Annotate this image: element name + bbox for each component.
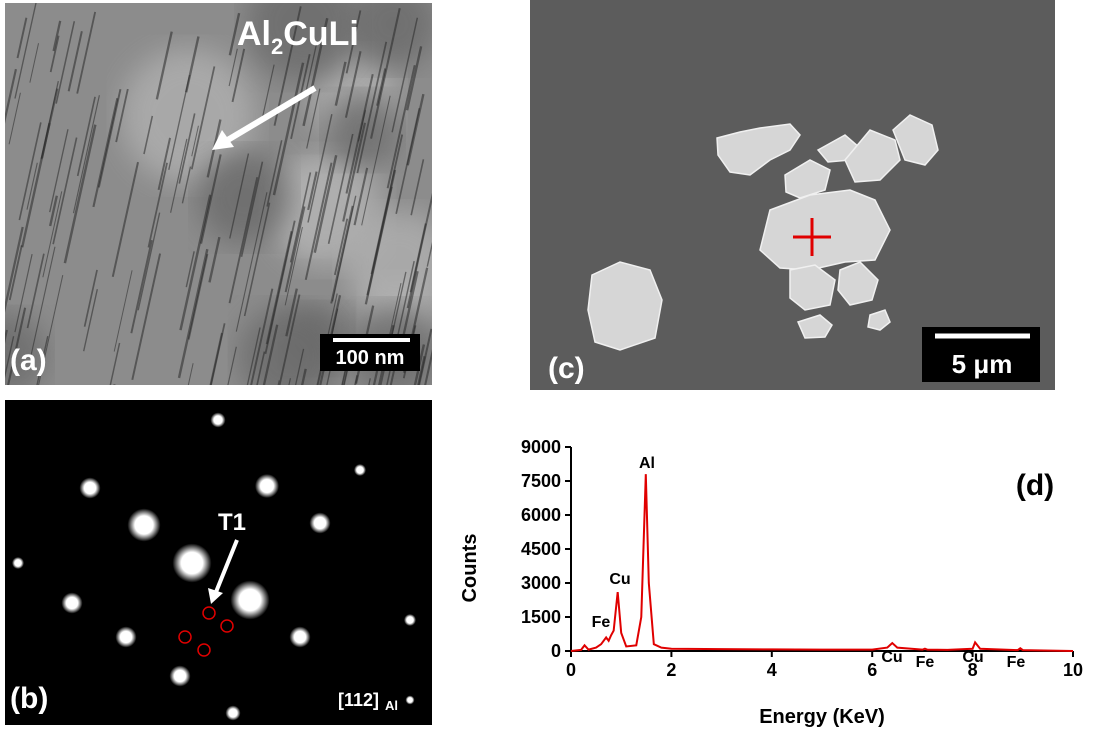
diffraction-spot (255, 474, 279, 498)
precipitate-streak (450, 23, 458, 61)
precipitate-streak (444, 280, 455, 329)
diffraction-spot (354, 464, 366, 476)
precipitate-streak (435, 10, 460, 124)
diffraction-spot (310, 513, 331, 534)
peak-label: Cu (962, 649, 983, 666)
peak-label: Cu (881, 649, 902, 666)
diffraction-spot (170, 666, 191, 687)
panel-label: (b) (10, 682, 48, 715)
spectrum-line (571, 474, 1073, 651)
page: Al2CuLi 100 nm (a) T1 (b) [112]Al (0, 0, 1094, 731)
diffraction-spot (80, 478, 101, 499)
precipitate-streak (454, 169, 477, 273)
precipitate-streak (456, 88, 478, 188)
diffraction-background (5, 400, 432, 725)
peak-label: Al (639, 455, 655, 472)
peak-label: Fe (592, 614, 611, 631)
phase-label: Al2CuLi (237, 15, 359, 59)
peak-label: Fe (916, 654, 935, 671)
precipitate-streak (459, 191, 472, 251)
x-axis-label: Energy (KeV) (759, 706, 885, 728)
diffraction-spot (290, 627, 311, 648)
x-tick-label: 6 (867, 660, 877, 680)
precipitate-streak (438, 219, 459, 314)
diffraction-spot (231, 581, 270, 620)
y-tick-label: 3000 (521, 573, 561, 593)
precipitate-streak (434, 116, 465, 255)
arrow-label: T1 (218, 509, 246, 536)
zone-axis-subscript: Al (385, 698, 398, 713)
diffraction-spot (406, 696, 415, 705)
phase-subscript: 2 (271, 34, 283, 59)
y-tick-label: 4500 (521, 539, 561, 559)
y-tick-label: 9000 (521, 437, 561, 457)
y-tick-label: 0 (551, 641, 561, 661)
peak-label: Fe (1007, 654, 1026, 671)
precipitate-streak (455, 82, 477, 183)
scale-bar-label: 100 nm (336, 347, 405, 369)
x-tick-label: 10 (1063, 660, 1083, 680)
x-tick-label: 2 (666, 660, 676, 680)
y-tick-label: 7500 (521, 471, 561, 491)
precipitate-streak (439, 320, 462, 423)
figure: Al2CuLi 100 nm (a) T1 (b) [112]Al (0, 0, 1094, 731)
diffraction-spot (226, 706, 241, 721)
phase-text: Al (237, 15, 271, 53)
diffraction-spot (404, 614, 416, 626)
diffraction-spot (12, 557, 24, 569)
x-tick-label: 0 (566, 660, 576, 680)
phase-text: CuLi (283, 15, 359, 53)
peak-label: Cu (609, 571, 630, 588)
precipitate-streak (447, 29, 458, 79)
diffraction-spot (173, 544, 212, 583)
zone-axis-text: [112] (338, 690, 379, 710)
diffraction-spot (62, 593, 83, 614)
panel-label: (c) (548, 352, 585, 385)
diffraction-image (5, 400, 432, 725)
y-axis-label: Counts (459, 534, 481, 603)
y-tick-label: 6000 (521, 505, 561, 525)
diffraction-spot (211, 413, 226, 428)
precipitate-streak (0, 53, 1, 127)
diffraction-spot (128, 509, 161, 542)
y-tick-label: 1500 (521, 607, 561, 627)
scale-bar-label: 5 μm (952, 349, 1013, 379)
panel-label: (d) (1016, 469, 1054, 502)
diffraction-spot (116, 627, 137, 648)
particle (588, 262, 662, 350)
x-tick-label: 4 (767, 660, 777, 680)
panel-label: (a) (10, 344, 47, 377)
eds-chart: Energy (KeV) Counts (d) 0 1500 3000 4500 600… (459, 437, 1083, 728)
